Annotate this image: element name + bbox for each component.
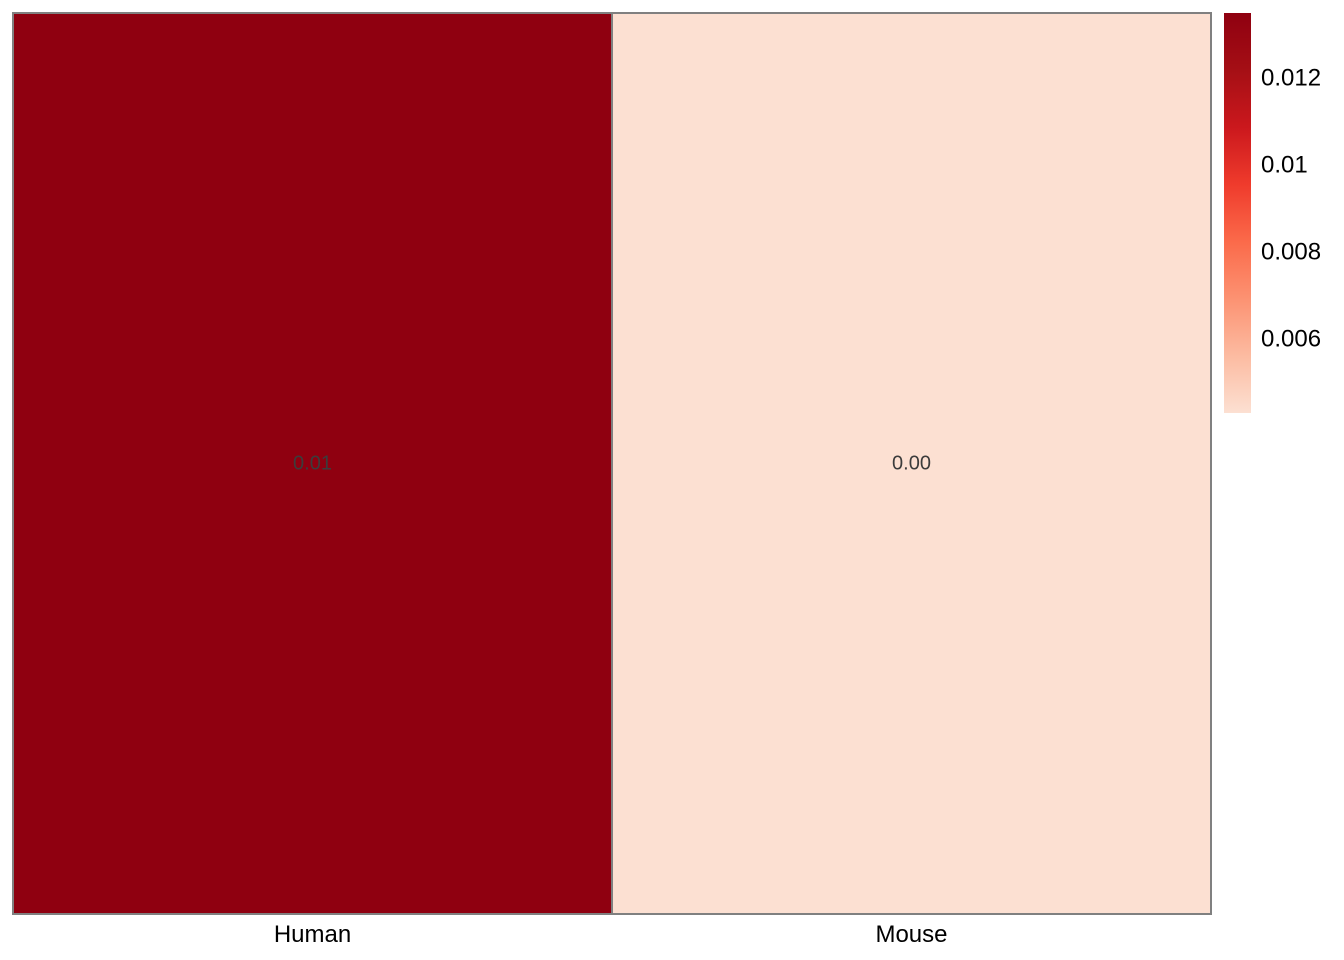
heatmap-cell-labels: 0.01 0.00 xyxy=(293,453,931,475)
color-legend: 0.006 0.008 0.01 0.012 xyxy=(1224,13,1321,413)
legend-color-bar xyxy=(1224,13,1251,413)
x-axis-tick-labels: Human Mouse xyxy=(274,921,948,948)
legend-tick-label: 0.006 xyxy=(1261,326,1321,353)
heatmap-cell-human xyxy=(12,12,613,915)
cell-value-label: 0.01 xyxy=(293,453,332,475)
cell-value-label: 0.00 xyxy=(892,453,931,475)
x-tick-label: Mouse xyxy=(875,921,947,948)
legend-tick-label: 0.012 xyxy=(1261,65,1321,92)
legend-tick-labels: 0.006 0.008 0.01 0.012 xyxy=(1261,65,1321,353)
heatmap-cell-mouse xyxy=(611,12,1212,915)
legend-tick-label: 0.008 xyxy=(1261,239,1321,266)
legend-tick-label: 0.01 xyxy=(1261,152,1308,179)
x-tick-label: Human xyxy=(274,921,351,948)
heatmap-cells xyxy=(12,12,1212,915)
